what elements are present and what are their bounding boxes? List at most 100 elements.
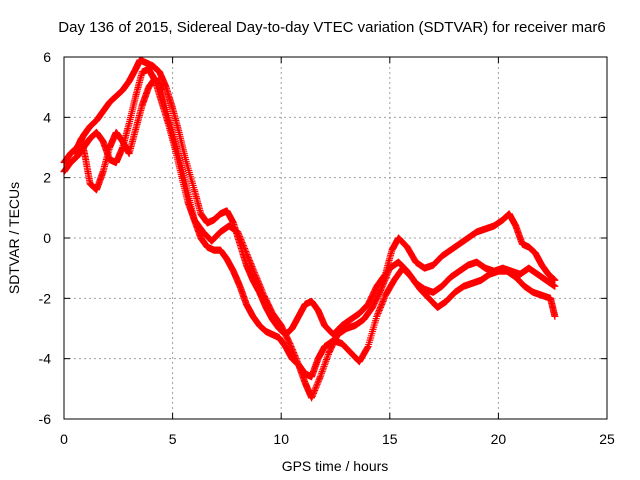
data-point — [252, 272, 260, 280]
data-point — [381, 275, 389, 283]
data-point — [244, 254, 252, 262]
data-point — [239, 240, 247, 248]
data-point — [243, 251, 251, 259]
data-point — [319, 364, 327, 372]
data-point — [323, 354, 331, 362]
y-tick-label: 6 — [43, 49, 51, 65]
x-axis-label: GPS time / hours — [282, 458, 389, 474]
x-tick-label: 5 — [169, 431, 177, 447]
data-point — [373, 312, 381, 320]
data-point — [381, 276, 389, 284]
data-point — [247, 260, 255, 268]
data-point — [318, 369, 326, 377]
data-point — [241, 246, 249, 254]
data-point — [311, 385, 319, 393]
data-point — [312, 383, 320, 391]
data-point — [287, 341, 295, 349]
data-point — [257, 285, 265, 293]
data-point — [378, 299, 386, 307]
data-point — [245, 255, 253, 263]
data-point — [239, 242, 247, 250]
data-point — [375, 306, 383, 314]
data-point — [255, 281, 263, 289]
data-point — [318, 368, 326, 376]
data-point — [316, 373, 324, 381]
data-point — [323, 356, 331, 364]
data-point — [313, 382, 321, 390]
data-point — [308, 392, 316, 400]
data-point — [382, 273, 390, 281]
data-points — [60, 56, 559, 402]
grid-lines — [64, 57, 607, 419]
data-point — [317, 371, 325, 379]
data-point — [383, 270, 391, 278]
data-point — [249, 264, 257, 272]
y-tick-label: 4 — [43, 109, 51, 125]
data-point — [236, 234, 244, 242]
data-point — [310, 388, 318, 396]
data-point — [551, 282, 559, 290]
data-point — [311, 386, 319, 394]
x-tick-label: 25 — [599, 431, 615, 447]
data-point — [255, 279, 263, 287]
data-point — [247, 261, 255, 269]
data-point — [244, 252, 252, 260]
data-point — [551, 312, 559, 320]
data-point — [236, 232, 244, 240]
data-point — [240, 243, 248, 251]
data-point — [377, 285, 385, 293]
data-point — [251, 269, 259, 277]
data-point — [314, 377, 322, 385]
data-point — [257, 284, 265, 292]
data-point — [253, 275, 261, 283]
data-point — [241, 245, 249, 253]
data-point — [246, 258, 254, 266]
data-point — [320, 362, 328, 370]
data-point — [378, 284, 386, 292]
data-point — [383, 272, 391, 280]
data-point — [237, 237, 245, 245]
data-point — [551, 276, 559, 284]
data-point — [319, 366, 327, 374]
data-point — [308, 394, 316, 402]
data-point — [251, 270, 259, 278]
data-point — [384, 269, 392, 277]
data-point — [254, 278, 262, 286]
data-point — [242, 249, 250, 257]
data-point — [249, 266, 257, 274]
data-point — [376, 303, 384, 311]
data-point — [363, 344, 371, 352]
chart-title: Day 136 of 2015, Sidereal Day-to-day VTE… — [58, 19, 605, 36]
data-point — [324, 352, 332, 360]
data-point — [259, 288, 267, 296]
y-tick-label: 0 — [43, 230, 51, 246]
y-tick-label: -2 — [39, 290, 52, 306]
data-point — [250, 267, 258, 275]
plot-frame — [63, 56, 608, 420]
data-point — [380, 294, 388, 302]
x-tick-label: 10 — [273, 431, 289, 447]
data-point — [252, 273, 260, 281]
data-point — [246, 257, 254, 265]
x-tick-label: 15 — [382, 431, 398, 447]
data-point — [380, 279, 388, 287]
data-point — [373, 311, 381, 319]
data-point — [286, 340, 294, 348]
data-point — [374, 309, 382, 317]
x-tick-label: 0 — [60, 431, 68, 447]
y-tick-label: 2 — [43, 170, 51, 186]
data-point — [380, 278, 388, 286]
data-point — [316, 374, 324, 382]
data-point — [379, 297, 387, 305]
data-point — [258, 287, 266, 295]
y-tick-label: -4 — [39, 351, 52, 367]
data-point — [322, 357, 330, 365]
data-point — [378, 300, 386, 308]
data-point — [234, 229, 242, 237]
data-point — [235, 231, 243, 239]
data-point — [375, 308, 383, 316]
data-point — [242, 248, 250, 256]
data-point — [309, 389, 317, 397]
